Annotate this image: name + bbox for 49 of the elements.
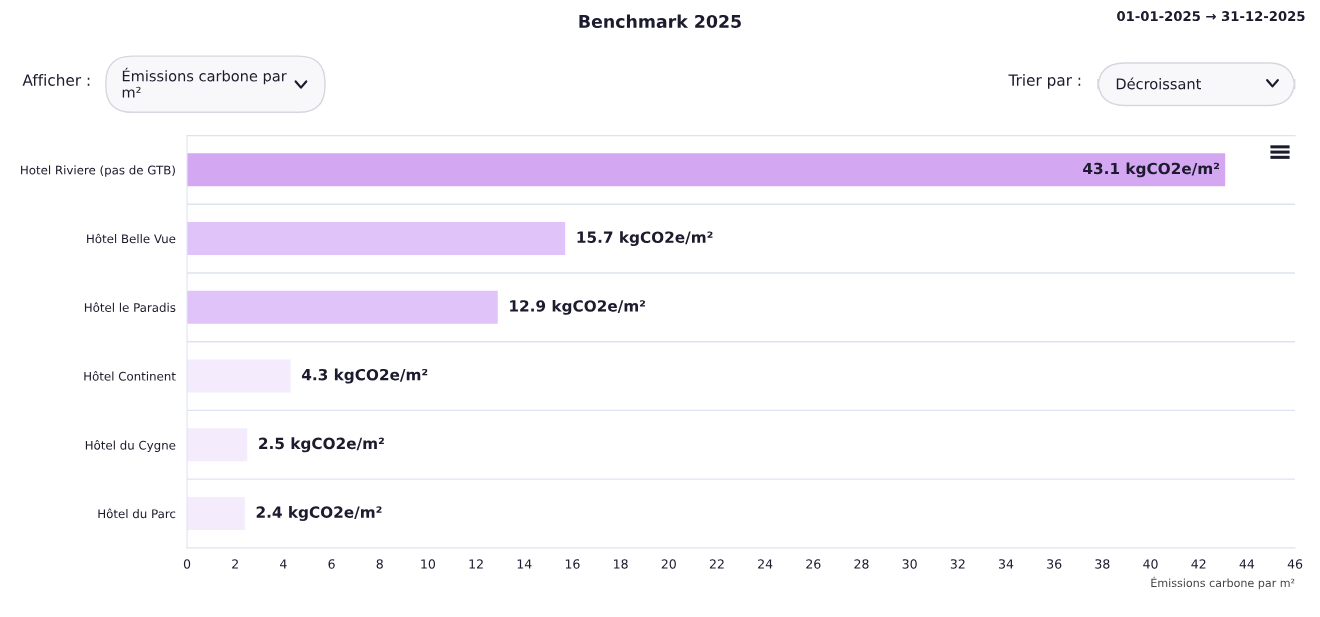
y-tick-label: Hôtel du Cygne bbox=[85, 440, 176, 452]
x-tick-label: 24 bbox=[758, 559, 773, 569]
y-tick-label: Hotel Riviere (pas de GTB) bbox=[21, 165, 175, 177]
text: Afficher : bbox=[22, 74, 90, 86]
y-tick-label: Hôtel du Parc bbox=[98, 508, 176, 519]
x-tick-label: 8 bbox=[376, 559, 383, 569]
x-tick-label: 32 bbox=[950, 559, 965, 569]
y-tick-label: Hôtel Continent bbox=[84, 371, 176, 381]
x-tick-label: 16 bbox=[565, 559, 580, 569]
x-tick-label: 44 bbox=[1239, 559, 1255, 569]
x-tick-label: 0 bbox=[183, 559, 191, 569]
x-tick-label: 20 bbox=[661, 559, 676, 569]
bar bbox=[187, 290, 498, 324]
text: 01-01-2025 → 31-12-2025 bbox=[1117, 11, 1305, 22]
x-tick-label: 36 bbox=[1047, 559, 1062, 569]
x-tick-label: 12 bbox=[469, 559, 483, 569]
data-label: 2.5 kgCO2e/m² bbox=[259, 437, 384, 453]
x-tick-label: 22 bbox=[709, 559, 724, 569]
bar bbox=[187, 153, 1226, 187]
x-tick-label: 14 bbox=[517, 559, 532, 569]
data-label: 15.7 kgCO2e/m² bbox=[577, 231, 713, 247]
bar bbox=[187, 497, 245, 531]
x-tick-label: 42 bbox=[1191, 559, 1206, 569]
x-tick-label: 40 bbox=[1143, 559, 1158, 569]
y-tick-label: Hôtel le Paradis bbox=[84, 302, 176, 312]
x-tick-label: 28 bbox=[854, 559, 869, 569]
text: Décroissant bbox=[1116, 77, 1201, 90]
bar bbox=[187, 359, 291, 393]
x-tick-label: 6 bbox=[328, 559, 335, 569]
data-label: 43.1 kgCO2e/m² bbox=[1083, 162, 1220, 178]
bar bbox=[187, 222, 566, 256]
x-axis-title: Émissions carbone par m² bbox=[1151, 576, 1295, 590]
bar bbox=[187, 428, 248, 462]
chart-title: Benchmark 2025 bbox=[579, 14, 741, 29]
data-label: 2.4 kgCO2e/m² bbox=[256, 506, 382, 521]
data-label: 12.9 kgCO2e/m² bbox=[510, 299, 646, 315]
x-tick-label: 4 bbox=[280, 559, 287, 569]
x-tick-label: 30 bbox=[902, 559, 917, 569]
x-tick-label: 46 bbox=[1287, 559, 1303, 569]
text: Trier par : bbox=[1008, 74, 1081, 89]
x-tick-label: 10 bbox=[421, 559, 436, 569]
text: Émissions carbone par m² bbox=[122, 67, 287, 98]
data-label: 4.3 kgCO2e/m² bbox=[301, 368, 428, 384]
x-tick-label: 26 bbox=[806, 559, 821, 569]
x-tick-label: 2 bbox=[232, 559, 238, 569]
x-tick-label: 38 bbox=[1095, 559, 1110, 569]
y-tick-label: Hôtel Belle Vue bbox=[87, 233, 176, 244]
x-tick-label: 34 bbox=[999, 559, 1014, 569]
x-tick-label: 18 bbox=[614, 559, 628, 569]
